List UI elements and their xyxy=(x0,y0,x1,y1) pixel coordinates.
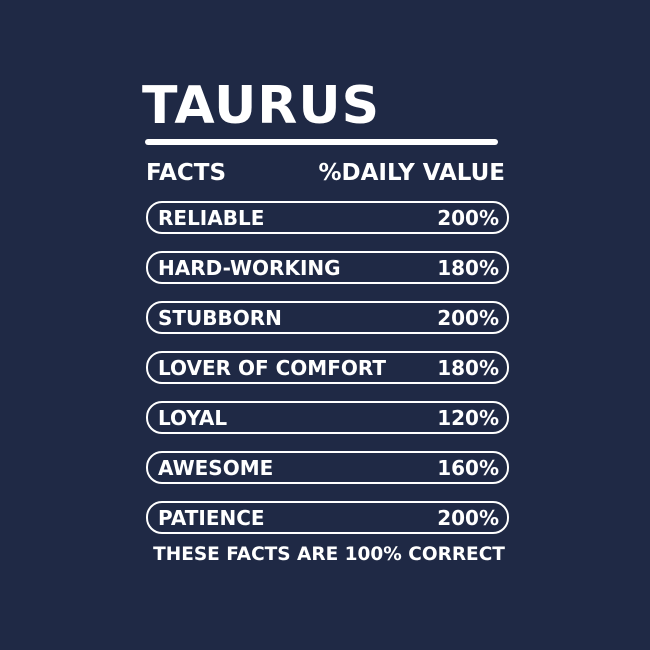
fact-value: 200% xyxy=(437,505,499,530)
fact-label: STUBBORN xyxy=(158,305,282,330)
title: TAURUS xyxy=(142,76,381,136)
footer-note: THESE FACTS ARE 100% CORRECT xyxy=(153,544,505,565)
facts-header: FACTS xyxy=(146,160,227,186)
title-underline xyxy=(145,139,498,145)
fact-label: RELIABLE xyxy=(158,205,265,230)
fact-row: AWESOME 160% xyxy=(146,451,509,484)
fact-row: HARD-WORKING 180% xyxy=(146,251,509,284)
daily-value-header: %DAILY VALUE xyxy=(318,160,506,186)
fact-row: STUBBORN 200% xyxy=(146,301,509,334)
fact-row: PATIENCE 200% xyxy=(146,501,509,534)
fact-label: HARD-WORKING xyxy=(158,255,341,280)
fact-row: RELIABLE 200% xyxy=(146,201,509,234)
fact-value: 180% xyxy=(437,355,499,380)
fact-value: 200% xyxy=(437,305,499,330)
fact-row: LOYAL 120% xyxy=(146,401,509,434)
fact-value: 120% xyxy=(437,405,499,430)
fact-label: PATIENCE xyxy=(158,505,265,530)
fact-value: 200% xyxy=(437,205,499,230)
fact-label: AWESOME xyxy=(158,455,274,480)
fact-row: LOVER OF COMFORT 180% xyxy=(146,351,509,384)
fact-value: 180% xyxy=(437,255,499,280)
fact-value: 160% xyxy=(437,455,499,480)
fact-label: LOYAL xyxy=(158,405,228,430)
fact-label: LOVER OF COMFORT xyxy=(158,355,387,380)
